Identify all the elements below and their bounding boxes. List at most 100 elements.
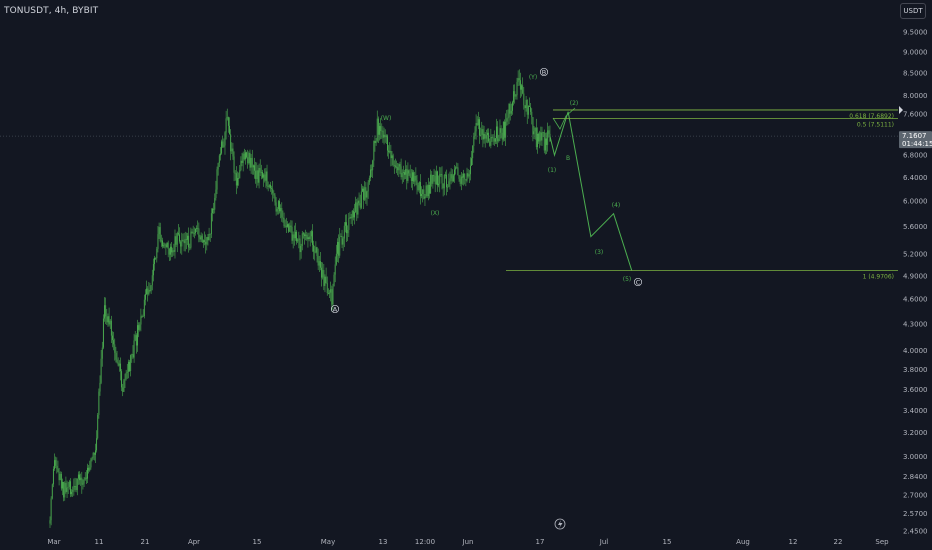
candle-body: [185, 239, 187, 240]
candle-body: [546, 138, 547, 145]
y-tick-label: 3.8000: [903, 366, 928, 374]
candle-body: [368, 177, 370, 183]
candle-body: [52, 468, 54, 485]
candle-body: [156, 248, 158, 259]
candle-body: [372, 160, 374, 171]
candle-body: [264, 174, 266, 181]
candle-body: [240, 160, 242, 171]
candle-body: [102, 318, 104, 348]
candle-body: [516, 82, 518, 96]
candle-body: [518, 78, 520, 81]
y-tick-label: 4.9000: [903, 272, 928, 280]
circle-marker-text: B: [542, 68, 546, 76]
candle-body: [499, 128, 501, 139]
candle-body: [283, 217, 285, 227]
candle-body: [298, 238, 300, 240]
wave-label: (2): [570, 100, 579, 107]
candle-body: [463, 173, 465, 178]
candle-body: [419, 182, 421, 197]
candle-body: [537, 133, 538, 148]
y-tick-label: 6.0000: [903, 198, 928, 206]
candle-body: [165, 244, 167, 248]
candle-body: [304, 234, 305, 236]
candle-body: [538, 133, 540, 142]
candle-body: [70, 481, 71, 495]
candle-body: [164, 244, 166, 246]
candle-body: [285, 225, 287, 227]
candle-body: [190, 231, 192, 248]
candle-body: [475, 123, 477, 132]
candle-body: [216, 169, 218, 190]
candle-body: [255, 170, 257, 179]
candle-body: [346, 222, 348, 234]
candle-body: [469, 165, 471, 175]
candle-body: [487, 132, 488, 136]
candle-body: [219, 153, 221, 156]
candle-body: [308, 237, 310, 240]
x-tick-label: 21: [141, 538, 150, 546]
candle-body: [151, 275, 153, 286]
candle-body: [385, 135, 387, 138]
candle-body: [73, 486, 75, 490]
candle-body: [56, 465, 58, 469]
candle-body: [200, 235, 202, 240]
candle-body: [266, 171, 268, 186]
candle-body: [231, 148, 233, 152]
candle-body: [254, 165, 255, 171]
candle-body: [439, 174, 441, 184]
candle-body: [188, 235, 190, 248]
price-axis: 9.50009.00008.50008.00007.60007.20006.80…: [903, 29, 928, 536]
candle-body: [125, 372, 127, 379]
candle-body: [105, 305, 107, 317]
candle-body: [529, 105, 530, 107]
candle-body: [482, 129, 484, 140]
time-axis: Mar 11 21 Apr 15 May 13 12:00 Jun 17 Jul 15 Aug 12 22 S…: [47, 538, 889, 546]
candle-body: [275, 202, 277, 212]
x-tick-label: Sep: [875, 538, 889, 546]
candle-body: [157, 234, 159, 249]
candle-body: [338, 241, 340, 256]
candle-body: [341, 236, 343, 245]
candle-body: [131, 354, 133, 356]
candle-body: [294, 231, 296, 239]
candle-body: [85, 477, 87, 479]
candle-body: [169, 246, 171, 255]
candle-body: [369, 169, 371, 178]
candle-body: [509, 103, 511, 114]
candle-body: [532, 117, 534, 135]
candle-body: [58, 472, 60, 481]
candle-body: [479, 119, 480, 136]
candle-body: [337, 241, 338, 254]
y-tick-label: 2.5700: [903, 510, 928, 518]
candle-body: [366, 191, 368, 198]
candle-body: [430, 174, 432, 194]
y-tick-label: 3.6000: [903, 386, 928, 394]
candle-body: [140, 316, 142, 325]
candle-body: [141, 316, 143, 318]
candle-body: [139, 324, 141, 330]
candle-body: [172, 250, 174, 253]
candle-body: [432, 174, 434, 184]
y-tick-label: 6.4000: [903, 174, 928, 182]
candle-body: [332, 286, 334, 305]
candle-body: [241, 160, 243, 163]
symbol-title[interactable]: TONUSDT, 4h, BYBIT: [4, 6, 99, 16]
candle-body: [527, 105, 529, 115]
y-tick-label: 4.6000: [903, 296, 928, 304]
candle-body: [377, 118, 379, 135]
candle-body: [197, 228, 199, 229]
candle-body: [171, 246, 173, 253]
candle-body: [313, 244, 315, 252]
candle-body: [459, 178, 461, 184]
candle-body: [93, 452, 95, 455]
candle-body: [351, 210, 353, 219]
currency-button[interactable]: USDT: [900, 3, 926, 19]
candle-body: [334, 264, 336, 275]
candle-body: [196, 228, 198, 229]
fib-level-label: 0.5 (7.5111): [857, 121, 894, 128]
x-tick-label: 15: [663, 538, 672, 546]
candle-body: [442, 183, 444, 189]
candle-body: [89, 467, 91, 471]
candle-body: [55, 460, 57, 466]
